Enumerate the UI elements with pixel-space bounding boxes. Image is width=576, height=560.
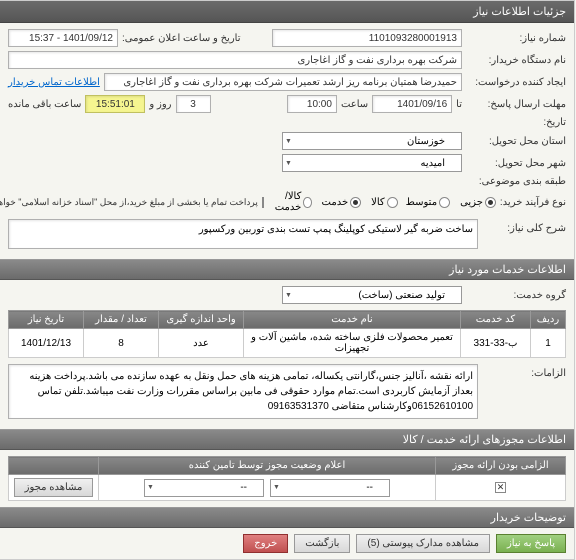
- buy-type-radios: جزیی متوسط: [407, 197, 497, 208]
- time-remaining: 15:51:01: [86, 95, 146, 113]
- th-status: اعلام وضعیت مجوز توسط تامین کننده: [100, 457, 437, 475]
- requirements-text: ارائه نقشه ،آنالیز جنس،گارانتی یکساله، ت…: [9, 364, 479, 419]
- view-permit-button[interactable]: مشاهده مجوز: [15, 478, 95, 497]
- payment-note: پرداخت تمام یا بخشی از مبلغ خرید،از محل …: [0, 197, 259, 208]
- th-row: ردیف: [532, 311, 567, 329]
- desc-value: ساخت ضربه گیر لاستیکی کوپلینگ پمپ تست بن…: [9, 219, 479, 249]
- permit-status-1[interactable]: --: [271, 479, 391, 497]
- request-value: حمیدرضا همتیان برنامه ریز ارشد تعمیرات ش…: [105, 73, 463, 91]
- remain-label: ساعت باقی مانده: [9, 99, 82, 110]
- city-label: شهر محل تحویل:: [467, 158, 567, 169]
- back-button[interactable]: بازگشت: [295, 534, 351, 553]
- services-section-header: اطلاعات خدمات مورد نیاز: [1, 259, 575, 280]
- need-number-value: 1101093280001913: [273, 29, 463, 47]
- days-remaining: 3: [177, 95, 212, 113]
- table-row: 1 ب-33-331 تعمیر محصولات فلزی ساخته شده،…: [10, 329, 567, 358]
- announce-value: 1401/09/12 - 15:37: [9, 29, 119, 47]
- permit-status-2[interactable]: --: [145, 479, 265, 497]
- deadline-time-label: ساعت: [342, 99, 369, 110]
- permit-row: ✕ -- -- مشاهده مجوز: [10, 475, 567, 501]
- respond-button[interactable]: پاسخ به نیاز: [497, 534, 567, 553]
- radio-service[interactable]: خدمت: [323, 197, 363, 208]
- radio-goods[interactable]: کالا: [372, 197, 399, 208]
- province-dropdown[interactable]: خوزستان: [283, 132, 463, 150]
- service-group-dropdown[interactable]: تولید صنعتی (ساخت): [283, 286, 463, 304]
- deadline-time: 10:00: [288, 95, 338, 113]
- province-label: استان محل تحویل:: [467, 136, 567, 147]
- exit-button[interactable]: خروج: [244, 534, 289, 553]
- payment-checkbox[interactable]: [263, 197, 265, 208]
- radio-both[interactable]: کالا/خدمت: [273, 191, 313, 213]
- category-label: طبقه بندی موضوعی:: [467, 176, 567, 187]
- th-name: نام خدمت: [245, 311, 462, 329]
- buyer-value: شرکت بهره برداری نفت و گاز اغاجاری: [9, 51, 463, 69]
- permit-checkbox: ✕: [496, 482, 507, 493]
- view-attachments-button[interactable]: مشاهده مدارک پیوستی (5): [357, 534, 491, 553]
- th-mandatory: الزامی بودن ارائه مجوز: [437, 457, 567, 475]
- days-label: روز و: [150, 99, 172, 110]
- need-number-label: شماره نیاز:: [467, 33, 567, 44]
- date-label: تاریخ:: [467, 117, 567, 128]
- buyer-notes-header: توضیحات خریدار: [1, 507, 575, 528]
- city-dropdown[interactable]: امیدیه: [283, 154, 463, 172]
- service-group-label: گروه خدمت:: [467, 290, 567, 301]
- desc-label: شرح کلی نیاز:: [483, 219, 567, 234]
- radio-medium[interactable]: متوسط: [407, 197, 451, 208]
- th-code: کد خدمت: [462, 311, 532, 329]
- request-label: ایجاد کننده درخواست:: [467, 77, 567, 88]
- buy-type-label: نوع فرآیند خرید:: [501, 197, 567, 208]
- permits-table: الزامی بودن ارائه مجوز اعلام وضعیت مجوز …: [9, 456, 567, 501]
- deadline-label: مهلت ارسال پاسخ:: [467, 99, 567, 110]
- announce-label: تاریخ و ساعت اعلان عمومی:: [123, 33, 242, 44]
- deadline-ta: تا: [457, 99, 463, 110]
- buyer-label: نام دستگاه خریدار:: [467, 55, 567, 66]
- services-table: ردیف کد خدمت نام خدمت واحد اندازه گیری ت…: [9, 310, 567, 358]
- form-area: شماره نیاز: 1101093280001913 تاریخ و ساع…: [1, 23, 575, 259]
- permits-section-header: اطلاعات مجوزهای ارائه خدمت / کالا: [1, 429, 575, 450]
- th-qty: تعداد / مقدار: [85, 311, 160, 329]
- deadline-date: 1401/09/16: [373, 95, 453, 113]
- item-type-radios: کالا خدمت کالا/خدمت: [273, 191, 399, 213]
- th-action: [10, 457, 100, 475]
- radio-partial[interactable]: جزیی: [461, 197, 497, 208]
- panel-header: جزئیات اطلاعات نیاز: [1, 1, 575, 23]
- contact-link[interactable]: اطلاعات تماس خریدار: [9, 77, 101, 88]
- th-unit: واحد اندازه گیری: [160, 311, 245, 329]
- action-buttons: پاسخ به نیاز مشاهده مدارک پیوستی (5) باز…: [1, 528, 575, 559]
- th-date: تاریخ نیاز: [10, 311, 85, 329]
- requirements-label: الزامات:: [483, 364, 567, 379]
